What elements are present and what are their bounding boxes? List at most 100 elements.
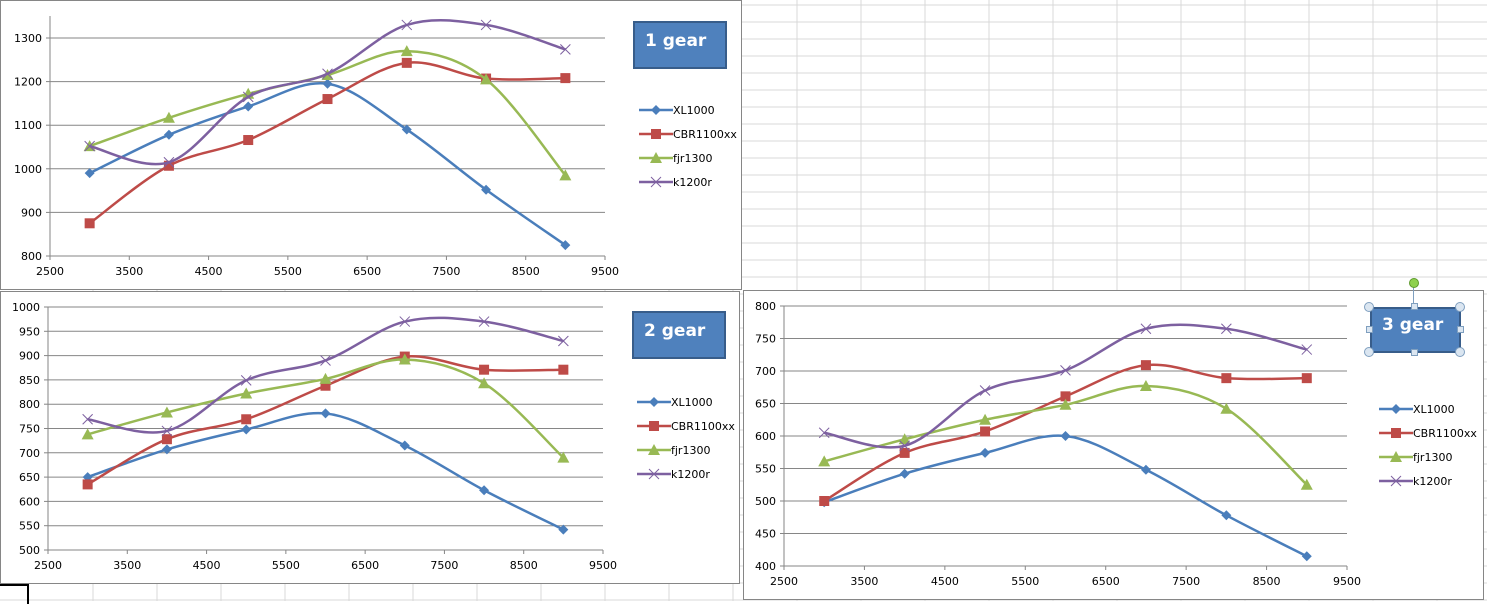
chart-2-gear[interactable]: 500 550 600 650 700 750 800 850 900 950 1000 2500 35… xyxy=(0,291,740,584)
data-point xyxy=(1060,364,1071,376)
data-point xyxy=(481,184,492,195)
data-point xyxy=(1301,551,1312,562)
chart-title-box-selected[interactable]: 3 gear xyxy=(1370,307,1461,353)
chart-title: 1 gear xyxy=(645,31,707,51)
y-tick-label: 1300 xyxy=(14,32,42,45)
data-point xyxy=(162,111,175,123)
data-point xyxy=(1140,360,1151,371)
x-tick-label: 8500 xyxy=(510,559,538,572)
data-point xyxy=(163,160,174,171)
legend-label: fjr1300 xyxy=(1413,450,1453,464)
y-tick-label: 900 xyxy=(21,206,42,219)
data-point xyxy=(401,57,412,68)
y-tick-label: 800 xyxy=(21,250,42,263)
data-point xyxy=(899,468,910,479)
data-point xyxy=(558,364,569,375)
legend-item[interactable]: k1200r xyxy=(1379,469,1477,493)
chart-title-box[interactable]: 2 gear xyxy=(632,311,726,359)
series-CBR1100xx xyxy=(819,360,1312,506)
data-point xyxy=(979,413,992,425)
data-point xyxy=(241,414,252,425)
data-point xyxy=(82,479,93,490)
data-point xyxy=(1060,431,1071,441)
resize-handle-left[interactable] xyxy=(1366,326,1373,333)
legend-item[interactable]: fjr1300 xyxy=(639,146,737,170)
data-point xyxy=(558,524,569,535)
x-tick-label: 9500 xyxy=(591,265,619,278)
legend-item[interactable]: CBR1100xx xyxy=(639,122,737,146)
x-tick-label: 4500 xyxy=(193,559,221,572)
data-point xyxy=(163,129,174,140)
y-tick-label: 500 xyxy=(755,495,776,508)
legend-label: CBR1100xx xyxy=(671,419,735,433)
legend-label: CBR1100xx xyxy=(1413,426,1477,440)
chart-legend[interactable]: XL1000 CBR1100xx fjr1300 k1200r xyxy=(1379,397,1477,493)
y-tick-label: 950 xyxy=(19,325,40,338)
x-tick-label: 2500 xyxy=(34,559,62,572)
data-point xyxy=(322,68,333,80)
y-tick-label: 400 xyxy=(755,560,776,573)
data-point xyxy=(557,451,570,463)
rotation-handle-stem xyxy=(1413,287,1414,307)
data-point xyxy=(1301,344,1313,355)
legend-swatch-square-icon xyxy=(1379,428,1413,438)
data-point xyxy=(161,425,173,437)
legend-label: XL1000 xyxy=(671,395,713,409)
resize-handle-bottom[interactable] xyxy=(1411,349,1418,356)
y-tick-label: 800 xyxy=(755,300,776,313)
y-tick-label: 750 xyxy=(19,423,40,436)
data-point xyxy=(1140,464,1151,475)
legend-item[interactable]: XL1000 xyxy=(639,98,737,122)
chart-plot-area: 800 900 1000 1100 1200 1300 2500 3500 4500 5500 65… xyxy=(14,16,619,278)
resize-handle-bottom-right[interactable] xyxy=(1455,347,1465,357)
legend-item[interactable]: fjr1300 xyxy=(637,438,735,462)
resize-handle-right[interactable] xyxy=(1457,326,1464,333)
x-tick-label: 4500 xyxy=(195,265,223,278)
series-CBR1100xx xyxy=(82,351,569,490)
legend-label: fjr1300 xyxy=(673,151,713,165)
resize-handle-bottom-left[interactable] xyxy=(1364,347,1374,357)
legend-item[interactable]: k1200r xyxy=(639,170,737,194)
x-tick-label: 7500 xyxy=(432,265,460,278)
data-point xyxy=(818,455,831,467)
rotation-handle[interactable] xyxy=(1409,278,1419,288)
y-tick-label: 1000 xyxy=(12,301,40,314)
y-tick-label: 900 xyxy=(19,350,40,363)
legend-label: XL1000 xyxy=(673,103,715,117)
x-tick-label: 3500 xyxy=(113,559,141,572)
data-point xyxy=(480,73,493,85)
legend-item[interactable]: k1200r xyxy=(637,462,735,486)
chart-title: 2 gear xyxy=(644,321,706,341)
y-tick-label: 1200 xyxy=(14,76,42,89)
legend-item[interactable]: fjr1300 xyxy=(1379,445,1477,469)
x-tick-label: 6500 xyxy=(1092,575,1120,588)
resize-handle-top-right[interactable] xyxy=(1455,302,1465,312)
chart-legend[interactable]: XL1000 CBR1100xx fjr1300 k1200r xyxy=(639,98,737,194)
legend-item[interactable]: XL1000 xyxy=(1379,397,1477,421)
legend-label: fjr1300 xyxy=(671,443,711,457)
active-cell[interactable] xyxy=(0,584,29,604)
legend-item[interactable]: CBR1100xx xyxy=(1379,421,1477,445)
chart-3-gear[interactable]: 400 450 500 550 600 650 700 750 800 2500 3500 4500 5… xyxy=(743,290,1484,600)
chart-title: 3 gear xyxy=(1382,315,1444,335)
data-point xyxy=(401,19,413,31)
legend-label: k1200r xyxy=(1413,474,1452,488)
y-tick-label: 550 xyxy=(19,520,40,533)
chart-legend[interactable]: XL1000 CBR1100xx fjr1300 k1200r xyxy=(637,390,735,486)
data-point xyxy=(1300,478,1313,490)
resize-handle-top-left[interactable] xyxy=(1364,302,1374,312)
data-point xyxy=(84,140,95,152)
legend-item[interactable]: XL1000 xyxy=(637,390,735,414)
data-point xyxy=(82,413,93,425)
resize-handle-top[interactable] xyxy=(1411,303,1418,310)
legend-swatch-square-icon xyxy=(639,129,673,139)
y-tick-label: 450 xyxy=(755,528,776,541)
series-k1200r xyxy=(82,316,569,437)
chart-1-gear[interactable]: 800 900 1000 1100 1200 1300 2500 3500 4500 5500 65… xyxy=(0,0,742,290)
legend-item[interactable]: CBR1100xx xyxy=(637,414,735,438)
series-k1200r xyxy=(84,18,571,168)
series-XL1000 xyxy=(84,78,571,251)
chart-title-box[interactable]: 1 gear xyxy=(633,21,727,69)
y-tick-label: 850 xyxy=(19,374,40,387)
data-point xyxy=(161,434,172,445)
